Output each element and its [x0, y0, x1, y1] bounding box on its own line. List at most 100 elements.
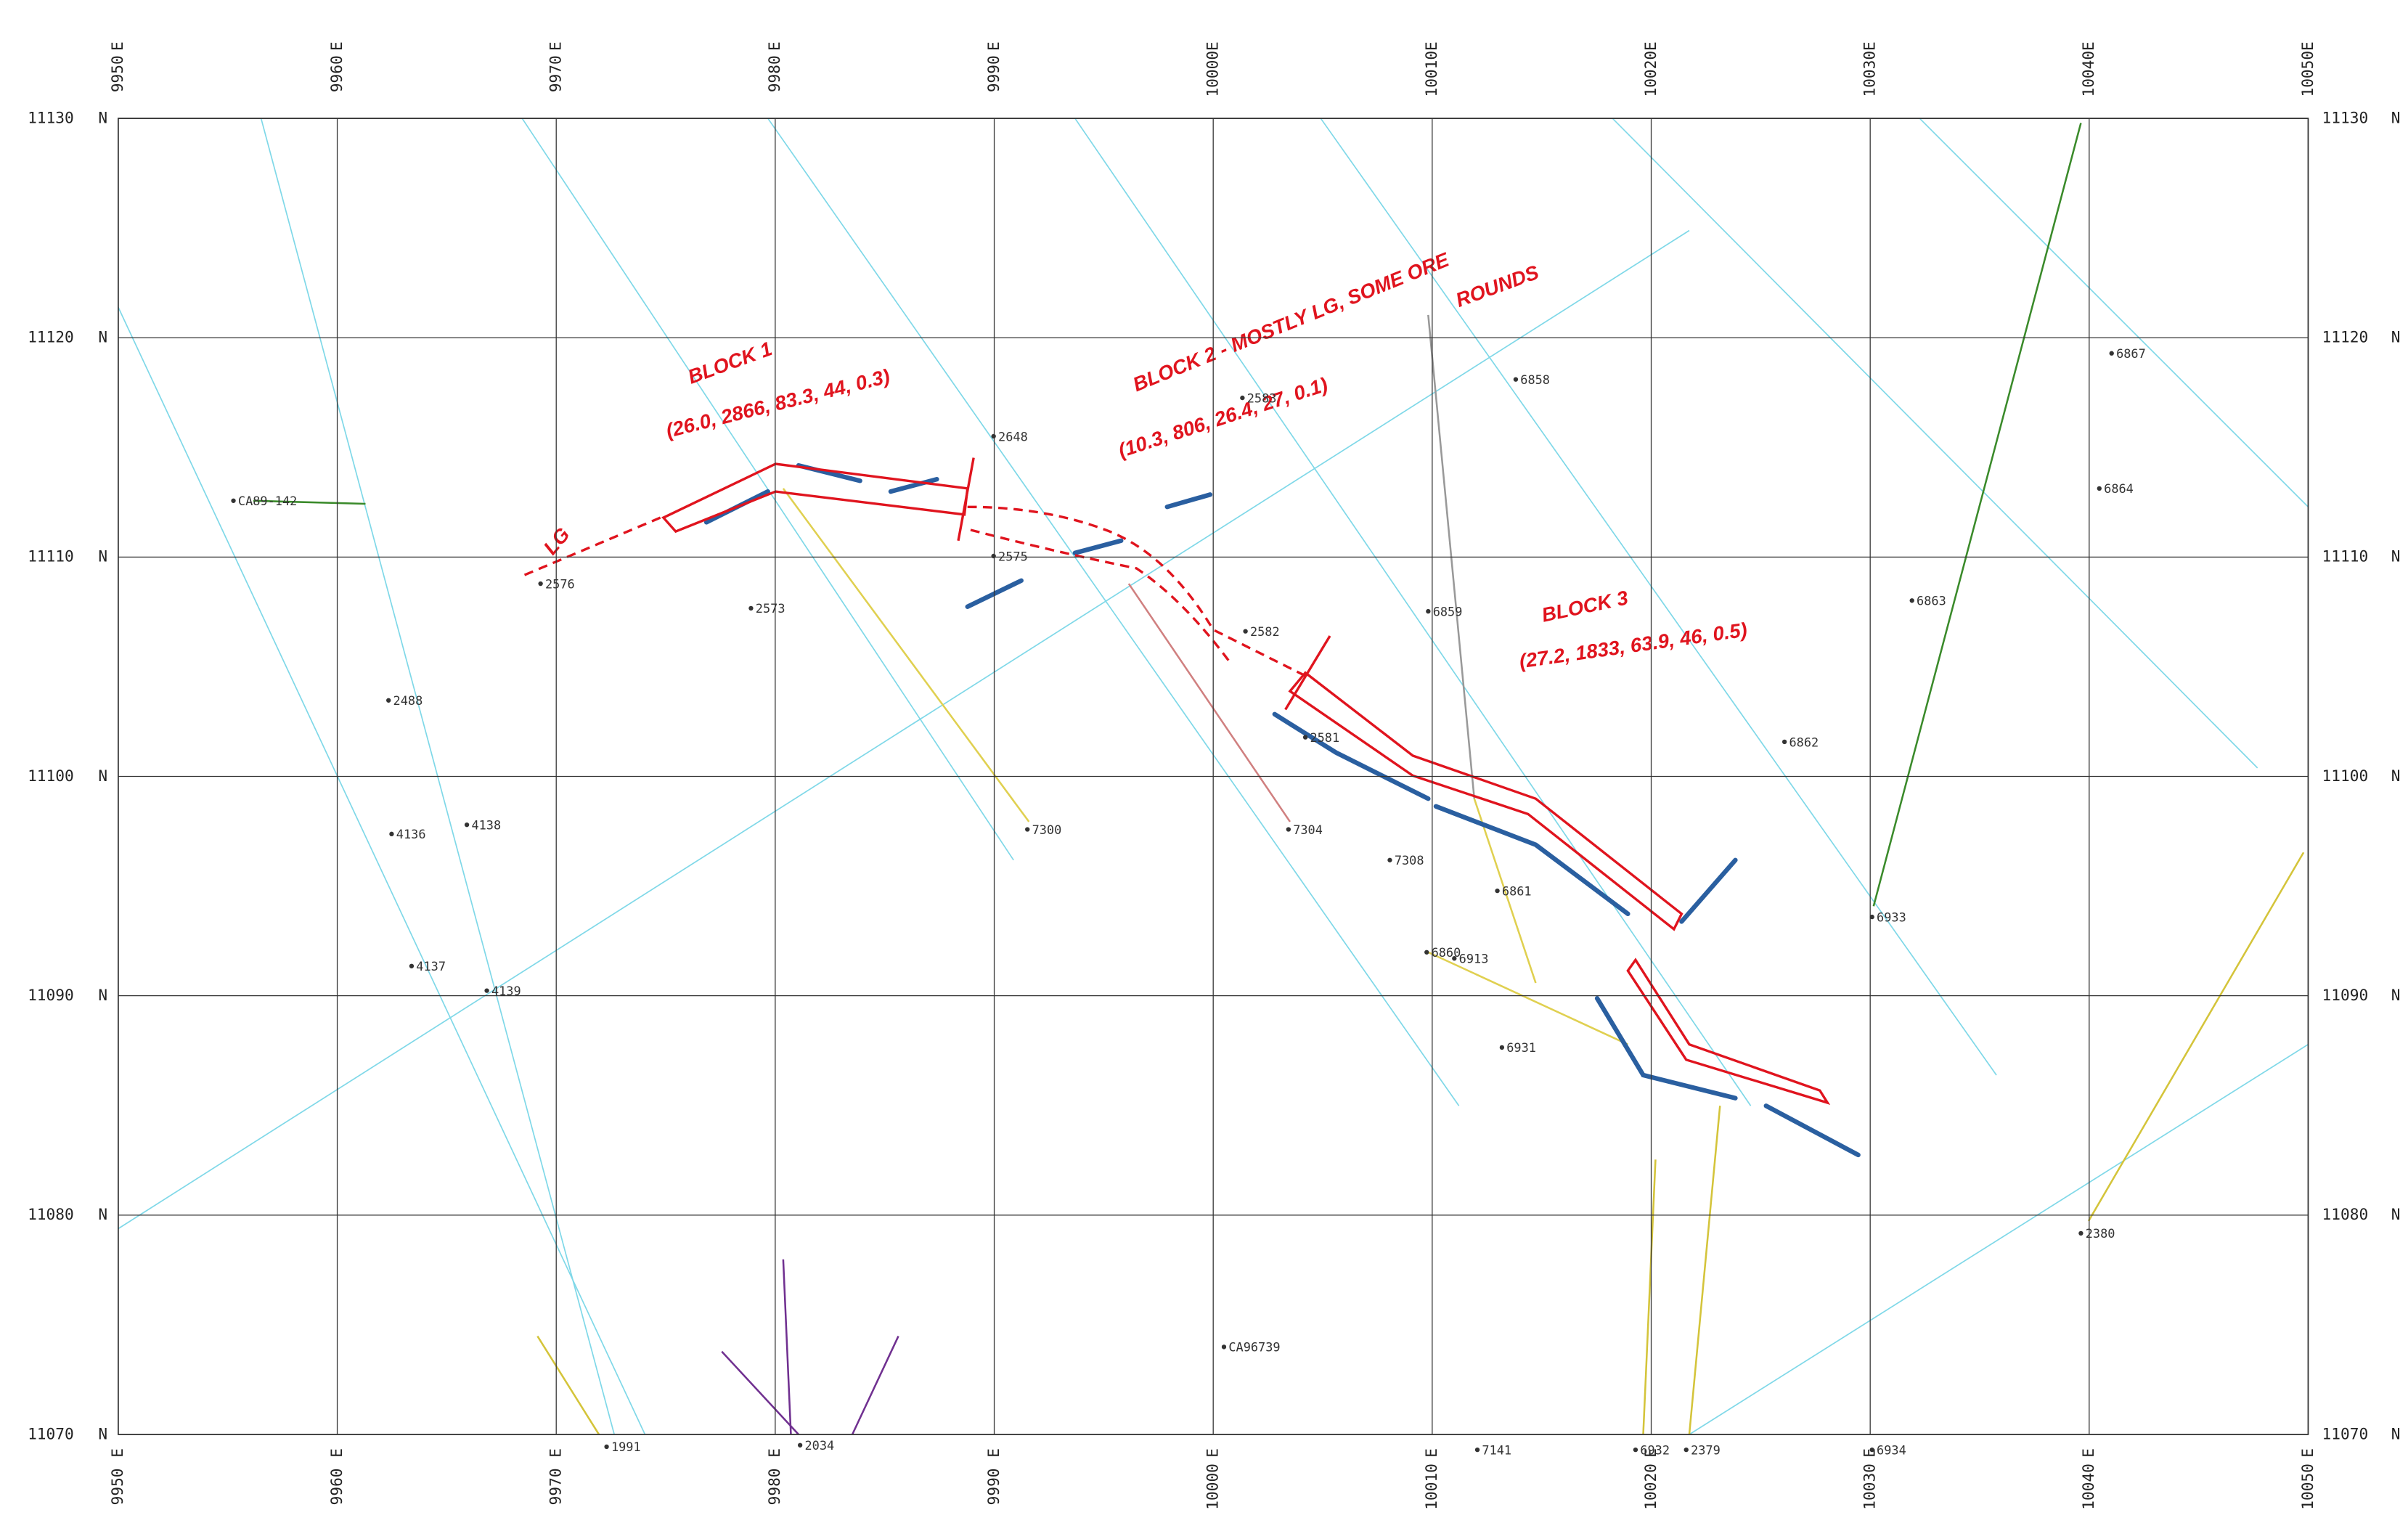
northing-label: 11110 — [2322, 547, 2369, 566]
hole-collar — [2097, 486, 2102, 491]
hole-label: 6932 — [1640, 1442, 1670, 1457]
northing-unit: N — [2391, 328, 2401, 346]
hole-collar — [2078, 1230, 2083, 1236]
easting-label: 10010 — [1422, 1464, 1440, 1510]
hole-label: 6858 — [1520, 372, 1550, 387]
hole-collar — [991, 433, 996, 439]
easting-unit: E — [327, 41, 346, 51]
hole-label: 7308 — [1395, 853, 1424, 868]
hole-collar — [1474, 1447, 1480, 1453]
hole-collar — [1221, 1344, 1227, 1350]
hole-collar — [1302, 735, 1308, 740]
northing-unit: N — [98, 108, 107, 126]
hole-collar — [2109, 351, 2114, 356]
easting-unit: E — [1422, 41, 1440, 51]
hole-collar — [464, 822, 470, 828]
hole-label: 2380 — [2086, 1226, 2115, 1241]
northing-unit: N — [2391, 1424, 2401, 1442]
northing-unit: N — [2391, 1205, 2401, 1223]
easting-label: 9960 — [327, 1468, 346, 1505]
northing-unit: N — [2391, 986, 2401, 1004]
hole-label: CA89-142 — [238, 494, 297, 508]
hole-label: 6933 — [1877, 910, 1906, 924]
easting-unit: E — [1422, 1448, 1440, 1458]
easting-unit: E — [1861, 41, 1879, 51]
hole-collar — [1243, 629, 1248, 634]
northing-unit: N — [98, 1424, 107, 1442]
hole-label: 2576 — [545, 576, 575, 591]
hole-label: CA96739 — [1228, 1340, 1280, 1355]
hole-collar — [1909, 598, 1914, 603]
hole-label: 4136 — [396, 827, 426, 841]
easting-label: 9990 — [984, 1468, 1003, 1505]
hole-collar — [1452, 956, 1457, 961]
hole-label: 2648 — [998, 429, 1028, 444]
easting-unit: E — [1204, 1448, 1222, 1458]
easting-unit: E — [547, 41, 565, 51]
easting-unit: E — [327, 1448, 346, 1458]
easting-unit: E — [765, 1448, 783, 1458]
hole-label: 7141 — [1482, 1442, 1511, 1457]
easting-unit: E — [1641, 41, 1660, 51]
northing-unit: N — [98, 328, 107, 346]
hole-label: 6867 — [2116, 346, 2146, 361]
northing-label: 11080 — [28, 1205, 74, 1223]
northing-label: 11090 — [2322, 986, 2369, 1004]
hole-collar — [1426, 608, 1431, 614]
easting-unit: E — [108, 1448, 126, 1458]
hole-label: 6862 — [1789, 735, 1819, 749]
hole-label: 2581 — [1310, 730, 1339, 745]
hole-collar — [1424, 950, 1429, 955]
hole-label: 6913 — [1459, 952, 1489, 966]
northing-unit: N — [98, 767, 107, 785]
northing-label: 11070 — [28, 1424, 74, 1442]
hole-label: 7300 — [1032, 822, 1062, 837]
easting-label: 10000 — [1204, 51, 1222, 97]
northing-unit: N — [98, 986, 107, 1004]
northing-label: 11100 — [28, 767, 74, 785]
easting-unit: E — [1204, 41, 1222, 51]
easting-label: 9950 — [108, 1468, 126, 1505]
hole-collar — [386, 698, 391, 703]
easting-label: 10040 — [2079, 1464, 2097, 1510]
hole-collar — [484, 988, 489, 993]
northing-unit: N — [2391, 108, 2401, 126]
hole-collar — [1240, 395, 1245, 401]
hole-label: 6863 — [1917, 594, 1946, 608]
northing-unit: N — [98, 1205, 107, 1223]
hole-label: 6861 — [1502, 883, 1532, 898]
easting-label: 9970 — [547, 1468, 565, 1505]
hole-collar — [1499, 1045, 1505, 1050]
hole-collar — [1633, 1447, 1638, 1453]
survey-lines — [118, 118, 2309, 1435]
hole-collar — [748, 605, 754, 611]
easting-label: 10000 — [1204, 1464, 1222, 1510]
easting-label: 9960 — [327, 55, 346, 92]
hole-collar — [1495, 888, 1500, 894]
easting-unit: E — [984, 41, 1003, 51]
block-outlines — [521, 457, 1831, 1105]
easting-unit: E — [984, 1448, 1003, 1458]
hole-label: 1991 — [611, 1440, 641, 1454]
easting-label: 9980 — [765, 55, 783, 92]
northing-label: 11130 — [28, 108, 74, 126]
hole-collar — [991, 553, 996, 559]
hole-label: 6860 — [1432, 945, 1461, 960]
easting-label: 10020 — [1641, 1464, 1660, 1510]
hole-collar — [409, 963, 415, 968]
hole-collar — [1513, 377, 1519, 382]
easting-label: 9970 — [547, 55, 565, 92]
northing-unit: N — [98, 547, 107, 566]
northing-label: 11120 — [2322, 328, 2369, 346]
northing-unit: N — [2391, 547, 2401, 566]
easting-unit: E — [765, 41, 783, 51]
hole-collar — [231, 498, 236, 503]
hole-label: 4137 — [416, 959, 446, 973]
hole-collar — [1781, 739, 1787, 745]
hole-collar — [1387, 857, 1392, 862]
hole-collar — [1025, 827, 1030, 832]
hole-label: 4139 — [491, 984, 521, 998]
hole-label: 2379 — [1691, 1442, 1721, 1457]
